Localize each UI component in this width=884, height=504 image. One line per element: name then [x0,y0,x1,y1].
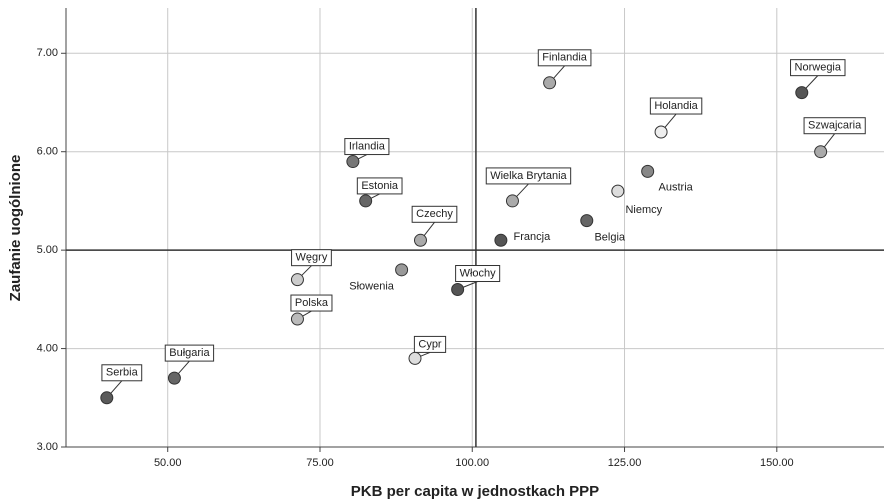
point-label: Irlandia [349,140,386,152]
label-box [101,364,143,382]
point-label: Francja [514,231,552,243]
point-label: Włochy [460,267,497,279]
point-label: Estonia [361,180,399,192]
point [580,214,594,228]
label-box [290,294,333,312]
label-box [537,49,592,67]
label-box [485,167,572,185]
point-label: Słowenia [349,281,395,293]
point-label: Szwajcaria [808,120,862,132]
point [505,194,519,208]
x-tick-label: 50.00 [154,457,182,469]
x-axis-label: PKB per capita w jednostkach PPP [351,483,599,500]
point-label: Bułgaria [169,347,210,359]
point-label: Serbia [106,367,139,379]
label-box [790,59,846,77]
point [408,351,422,365]
x-tick-label: 125.00 [608,457,642,469]
point [795,86,809,100]
point-label: Polska [295,297,329,309]
label-box [291,249,332,267]
point [359,194,373,208]
point [413,233,427,247]
label-box [413,335,447,353]
point-label: Czechy [416,208,453,220]
point [494,233,508,247]
point-label: Belgia [594,232,625,244]
y-tick-label: 7.00 [37,47,58,59]
point [641,164,655,178]
point [100,391,114,405]
point-label: Norwegia [795,62,842,74]
point [654,125,668,139]
label-box [344,138,390,156]
point-label: Niemcy [625,204,662,216]
y-tick-label: 4.00 [37,342,58,354]
point [814,145,828,159]
point [167,371,181,385]
point [611,184,625,198]
point [543,76,557,90]
point-label: Cypr [418,338,442,350]
label-box [455,265,501,283]
label-box [411,205,458,223]
label-box [356,177,403,195]
y-tick-label: 3.00 [37,441,58,453]
label-box [649,97,703,115]
point [451,283,465,297]
x-tick-label: 75.00 [306,457,334,469]
point [346,155,360,169]
y-tick-label: 6.00 [37,146,58,158]
x-tick-label: 150.00 [760,457,794,469]
y-axis-label: Zaufanie uogólnione [7,155,24,302]
y-tick-label: 5.00 [37,244,58,256]
x-tick-label: 100.00 [455,457,489,469]
point [290,312,304,326]
point [290,273,304,287]
point-label: Finlandia [542,52,588,64]
point-label: Austria [659,181,694,193]
point-label: Wielka Brytania [490,170,567,182]
label-box [164,344,215,362]
point-label: Holandia [654,100,698,112]
point-label: Węgry [296,252,328,264]
label-box [803,117,866,135]
point [395,263,409,277]
